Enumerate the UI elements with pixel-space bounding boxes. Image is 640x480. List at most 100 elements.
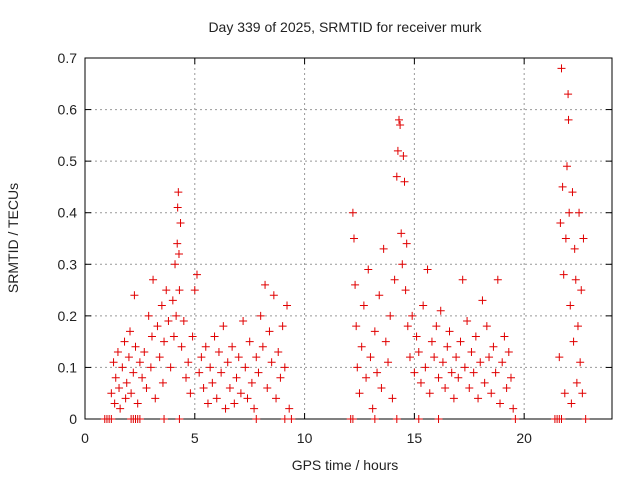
data-point [203, 399, 212, 408]
data-point [386, 311, 395, 320]
data-point [375, 291, 384, 300]
data-point [565, 208, 574, 217]
data-point [408, 311, 417, 320]
data-point [496, 399, 505, 408]
data-point [396, 121, 405, 130]
data-point [127, 389, 136, 398]
data-point [175, 415, 184, 423]
data-point [267, 358, 276, 367]
data-point [443, 342, 452, 351]
data-point [285, 404, 294, 413]
data-point [151, 394, 160, 403]
data-point [116, 404, 125, 413]
data-point [199, 384, 208, 393]
data-point [124, 353, 133, 362]
data-point [261, 280, 270, 289]
data-point [556, 219, 565, 228]
data-point [243, 394, 252, 403]
data-point [357, 342, 366, 351]
data-point [576, 358, 585, 367]
data-point [135, 415, 144, 423]
data-point [401, 286, 410, 295]
data-point [392, 415, 401, 423]
y-tick-label: 0 [69, 411, 77, 427]
data-point [129, 368, 138, 377]
y-tick-label: 0.1 [58, 359, 78, 375]
data-points [100, 64, 590, 423]
data-point [502, 384, 511, 393]
data-point [131, 342, 140, 351]
y-tick-label: 0.7 [58, 50, 78, 66]
data-point [179, 317, 188, 326]
data-point [230, 399, 239, 408]
data-point [393, 146, 402, 155]
data-point [579, 234, 588, 243]
data-point [120, 337, 129, 346]
data-point [269, 291, 278, 300]
data-point [195, 368, 204, 377]
data-point [155, 353, 164, 362]
data-point [373, 368, 382, 377]
data-point [432, 322, 441, 331]
data-point [250, 404, 259, 413]
data-point [174, 249, 183, 258]
data-point [500, 332, 509, 341]
data-point [214, 347, 223, 356]
data-point [460, 363, 469, 372]
data-point [454, 373, 463, 382]
data-point [280, 363, 289, 372]
y-tick-label: 0.6 [58, 102, 78, 118]
data-point [115, 384, 124, 393]
data-point [190, 286, 199, 295]
data-point [210, 332, 219, 341]
data-point [568, 188, 577, 197]
data-point [569, 337, 578, 346]
data-point [447, 368, 456, 377]
data-point [184, 358, 193, 367]
chart-title: Day 339 of 2025, SRMTID for receiver mur… [208, 19, 482, 35]
data-point [434, 373, 443, 382]
data-point [352, 322, 361, 331]
data-point [169, 332, 178, 341]
data-point [572, 378, 581, 387]
data-point [480, 378, 489, 387]
data-point [147, 332, 156, 341]
data-point [368, 404, 377, 413]
data-point [575, 208, 584, 217]
data-point [390, 275, 399, 284]
data-point [107, 389, 116, 398]
data-point [153, 322, 162, 331]
data-point [555, 353, 564, 362]
data-point [388, 394, 397, 403]
data-point [158, 378, 167, 387]
data-point [471, 332, 480, 341]
data-point [245, 337, 254, 346]
data-point [400, 177, 409, 186]
data-point [351, 280, 360, 289]
data-point [493, 275, 502, 284]
data-point [254, 368, 263, 377]
axis-ticks: 0 0.1 0.2 0.3 0.4 0.5 0.6 0.7 0 5 10 15 20 [58, 50, 612, 446]
data-point [221, 404, 230, 413]
data-point [557, 415, 566, 423]
grid-lines [85, 58, 612, 419]
data-point [430, 353, 439, 362]
x-tick-label: 20 [516, 430, 532, 446]
data-point [252, 353, 261, 362]
data-point [557, 64, 566, 73]
data-point [160, 337, 169, 346]
data-point [113, 347, 122, 356]
data-point [223, 358, 232, 367]
data-point [142, 384, 151, 393]
data-point [219, 322, 228, 331]
data-point [362, 373, 371, 382]
data-point [379, 244, 388, 253]
data-point [130, 291, 139, 300]
data-point [160, 415, 169, 423]
data-point [465, 384, 474, 393]
data-point [427, 337, 436, 346]
data-point [560, 389, 569, 398]
data-point [370, 415, 379, 423]
data-point [107, 415, 116, 423]
